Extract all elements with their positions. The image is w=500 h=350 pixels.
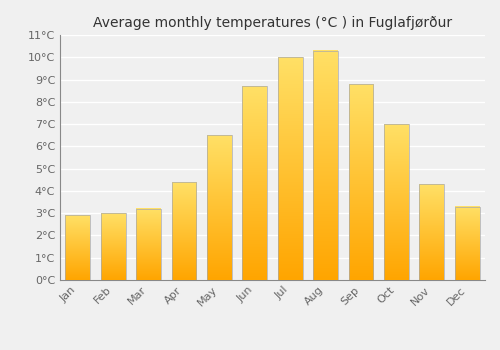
Bar	[172, 182, 196, 280]
Title: Average monthly temperatures (°C ) in Fuglafjørður: Average monthly temperatures (°C ) in Fu…	[93, 16, 452, 30]
Bar	[66, 215, 90, 280]
Bar	[242, 86, 267, 280]
Bar	[348, 84, 374, 280]
Bar	[348, 84, 374, 280]
Bar	[207, 135, 232, 280]
Bar	[66, 215, 90, 280]
Bar	[420, 184, 444, 280]
Bar	[455, 206, 479, 280]
Bar	[172, 182, 196, 280]
Bar	[278, 57, 302, 280]
Bar	[384, 124, 409, 280]
Bar	[313, 51, 338, 280]
Bar	[384, 124, 409, 280]
Bar	[136, 209, 161, 280]
Bar	[136, 209, 161, 280]
Bar	[313, 51, 338, 280]
Bar	[207, 135, 232, 280]
Bar	[242, 86, 267, 280]
Bar	[100, 213, 126, 280]
Bar	[100, 213, 126, 280]
Bar	[455, 206, 479, 280]
Bar	[278, 57, 302, 280]
Bar	[420, 184, 444, 280]
